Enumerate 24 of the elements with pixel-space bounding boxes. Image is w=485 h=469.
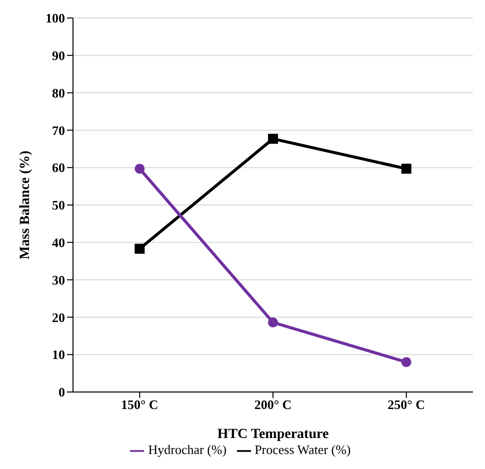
point (401, 164, 412, 174)
y-tick-label: 40 (52, 235, 65, 250)
y-tick-label: 60 (52, 160, 65, 176)
point (134, 164, 145, 174)
x-tick-label: 200° C (254, 397, 292, 412)
x-axis-title: HTC Temperature (217, 426, 329, 442)
y-tick-label: 70 (52, 122, 65, 138)
point (268, 134, 278, 144)
legend-label: Hydrochar (%) (148, 442, 227, 457)
y-tick-label: 20 (52, 310, 65, 325)
y-tick-label: 10 (52, 347, 65, 362)
y-tick-label: 0 (58, 384, 65, 400)
y-tick-label: 100 (46, 10, 65, 26)
y-tick-label: 80 (52, 85, 65, 100)
point (268, 317, 278, 328)
x-tick-label: 250° C (388, 397, 426, 412)
legend-label: Process Water (%) (254, 442, 351, 457)
y-tick-label: 90 (52, 48, 65, 64)
y-tick-label: 30 (52, 272, 65, 288)
x-tick-label: 150° C (120, 397, 158, 412)
y-axis-title: Mass Balance (%) (18, 150, 33, 260)
point (401, 357, 412, 368)
y-tick-label: 50 (52, 198, 65, 213)
point (134, 244, 145, 254)
